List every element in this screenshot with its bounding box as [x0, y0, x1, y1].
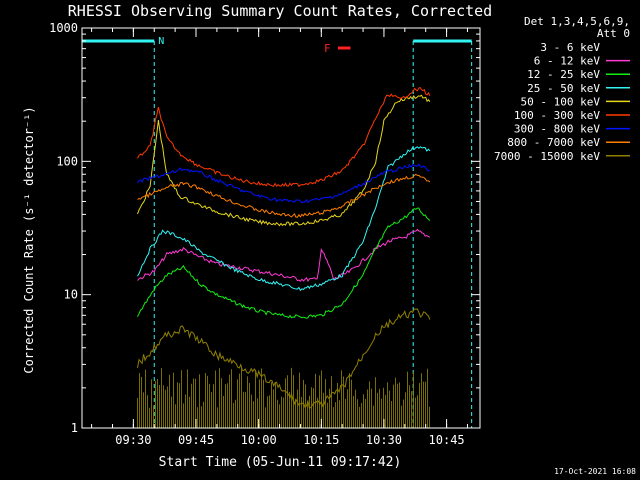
series-line-5: [137, 94, 431, 227]
legend-label: 300 - 800 keV: [514, 123, 600, 136]
legend-label: 3 - 6 keV: [540, 41, 600, 54]
y-tick-label: 10: [64, 288, 78, 302]
legend-label: 50 - 100 keV: [521, 95, 601, 108]
x-tick-label: 10:15: [303, 433, 339, 447]
series-line-3: [137, 207, 431, 319]
legend-label: 800 - 7000 keV: [507, 136, 600, 149]
generated-timestamp: 17-Oct-2021 16:08: [554, 467, 636, 476]
legend-label: 12 - 25 keV: [527, 68, 600, 81]
plot-frame: [81, 27, 481, 429]
flare-label: F: [324, 42, 331, 55]
x-tick-label: 10:45: [429, 433, 465, 447]
x-axis-label: Start Time (05-Jun-11 09:17:42): [159, 455, 402, 470]
series-line-2: [137, 228, 431, 282]
y-tick-label: 100: [56, 154, 78, 168]
series-line-9: [137, 308, 431, 409]
x-tick-label: 09:45: [178, 433, 214, 447]
y-tick-label: 1: [71, 421, 78, 435]
series-line-8: [137, 173, 431, 218]
legend-label: 6 - 12 keV: [534, 55, 601, 68]
y-axis-label: Corrected Count Rate (s⁻¹ detector⁻¹): [22, 106, 36, 373]
legend-label: 7000 - 15000 keV: [494, 150, 600, 163]
x-tick-label: 09:30: [115, 433, 151, 447]
series-line-4: [137, 146, 431, 292]
legend-label: 100 - 300 keV: [514, 109, 600, 122]
legend-label: 25 - 50 keV: [527, 82, 600, 95]
y-tick-label: 1000: [49, 21, 78, 35]
series-line-6: [137, 86, 431, 188]
legend-header: Att 0: [597, 27, 630, 40]
series-line-7: [137, 163, 431, 204]
chart-title: RHESSI Observing Summary Count Rates, Co…: [68, 2, 492, 20]
series-spikes-9: [137, 367, 430, 428]
x-tick-label: 10:30: [366, 433, 402, 447]
x-tick-label: 10:00: [241, 433, 277, 447]
night-label: N: [158, 36, 164, 47]
legend-header: Det 1,3,4,5,6,9,: [524, 15, 630, 28]
